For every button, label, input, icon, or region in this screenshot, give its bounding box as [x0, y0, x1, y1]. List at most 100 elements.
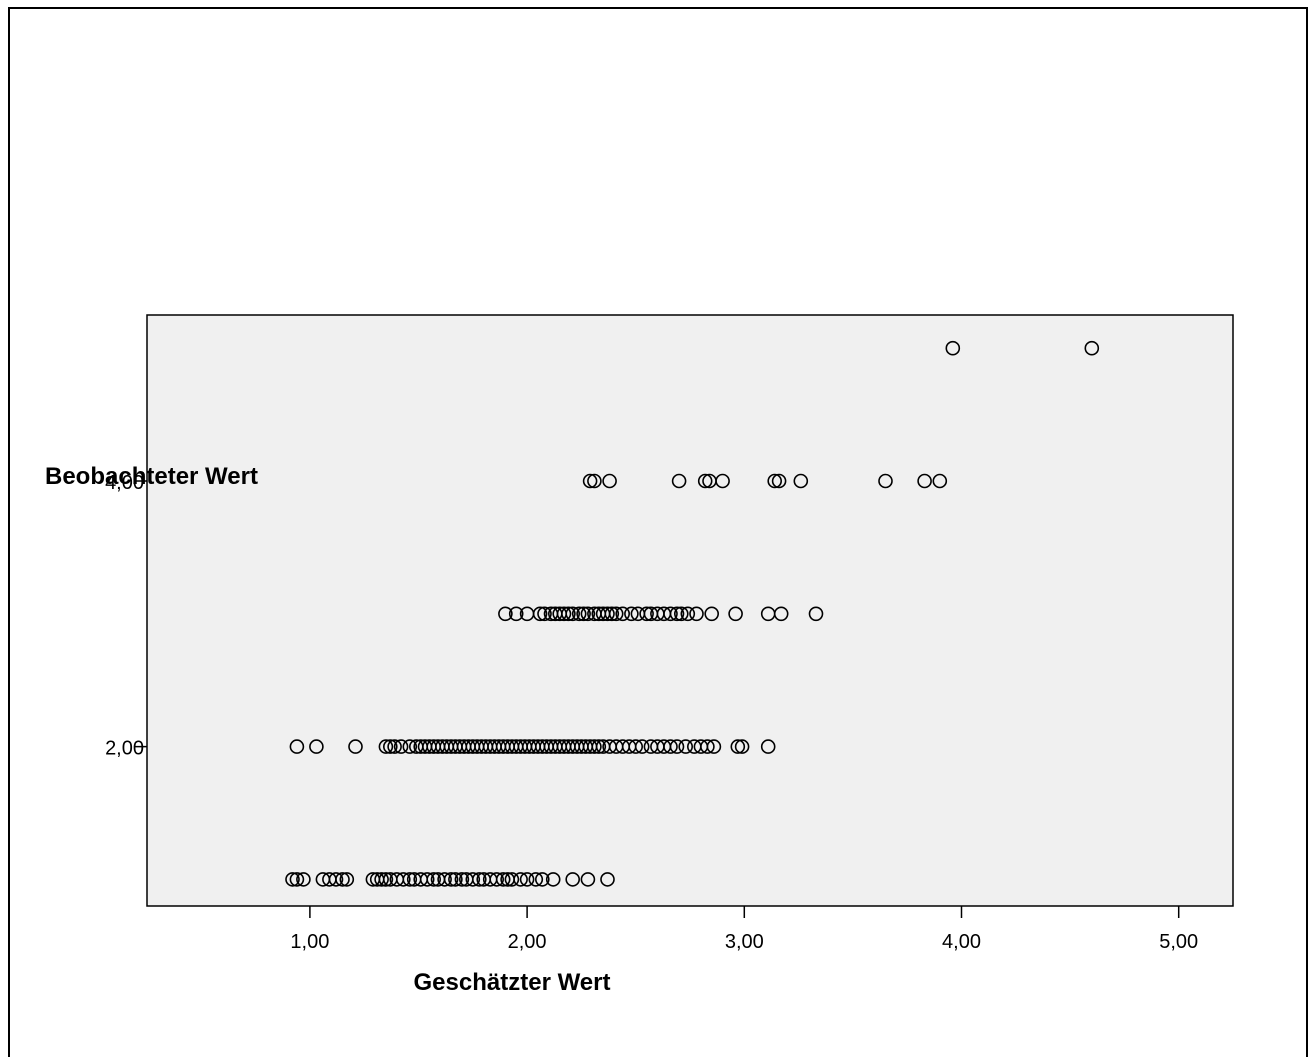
data-point-1-6 [715, 473, 730, 489]
data-point-2-3 [532, 606, 548, 622]
data-point-3-57 [634, 739, 650, 754]
data-point-2-32 [704, 606, 720, 622]
data-point-1-9 [793, 473, 809, 489]
data-point-3-3 [378, 739, 394, 754]
y-tick-label-0: 2,00 [105, 738, 144, 760]
data-point-4-27 [471, 872, 487, 887]
x-tick-label-2: 3,00 [725, 931, 764, 953]
data-point-4-18 [419, 872, 435, 887]
data-point-2-27 [663, 606, 678, 622]
data-point-3-2 [348, 739, 363, 754]
data-point-4-21 [437, 872, 452, 887]
data-point-1-1 [587, 473, 602, 489]
data-point-4-35 [519, 872, 535, 887]
data-point-1-8 [771, 473, 787, 489]
data-point-4-7 [339, 872, 355, 887]
data-point-3-50 [591, 739, 607, 754]
data-point-4-40 [580, 872, 596, 887]
data-point-3-7 [402, 739, 418, 754]
data-point-3-6 [393, 739, 409, 754]
data-point-4-37 [534, 872, 550, 887]
data-point-4-39 [565, 872, 581, 887]
y-axis-label: Beobachteter Wert [45, 463, 258, 490]
data-point-3-63 [678, 739, 694, 754]
data-point-1-0 [582, 473, 598, 489]
data-point-4-5 [328, 872, 344, 887]
data-point-4-10 [374, 872, 389, 887]
data-point-4-23 [448, 872, 463, 887]
data-point-2-17 [600, 606, 615, 622]
data-point-3-1 [309, 739, 324, 754]
data-point-4-31 [495, 872, 511, 887]
data-point-2-30 [680, 606, 696, 622]
data-point-2-23 [639, 606, 654, 622]
data-point-2-9 [561, 606, 576, 622]
data-point-3-56 [628, 739, 644, 754]
data-point-4-36 [528, 872, 544, 887]
y-axis: 2,00 4,00 [105, 472, 147, 760]
data-point-4-22 [443, 872, 459, 887]
data-point-2-1 [508, 606, 524, 622]
data-point-2-13 [580, 606, 596, 622]
data-point-3-70 [760, 739, 776, 754]
data-point-4-14 [395, 872, 411, 887]
data-point-3-62 [669, 739, 685, 754]
data-point-2-31 [689, 606, 704, 622]
data-point-4-19 [426, 872, 442, 887]
x-axis-label: Geschätzter Wert [414, 969, 611, 996]
data-point-1-4 [697, 473, 713, 489]
data-point-4-1 [289, 872, 305, 887]
data-point-3-67 [706, 739, 722, 754]
data-point-2-0 [498, 606, 513, 622]
data-point-2-29 [673, 606, 689, 622]
data-point-2-20 [615, 606, 631, 622]
data-point-3-69 [734, 739, 750, 754]
data-point-1-3 [671, 473, 687, 489]
x-tick-label-4: 5,00 [1159, 931, 1198, 953]
data-point-3-49 [587, 739, 602, 754]
data-point-4-6 [335, 872, 350, 887]
data-point-4-11 [378, 872, 394, 887]
data-point-1-11 [917, 473, 932, 489]
data-point-3-0 [289, 739, 305, 754]
data-point-4-24 [454, 872, 470, 887]
data-point-2-35 [773, 606, 789, 622]
data-points [285, 340, 1100, 887]
data-point-0-0 [945, 340, 961, 356]
data-point-4-26 [465, 872, 481, 887]
x-axis: 1,00 2,00 3,00 4,00 5,00 [290, 906, 1198, 953]
data-point-4-41 [600, 872, 615, 887]
data-point-4-15 [402, 872, 418, 887]
data-point-3-68 [730, 739, 746, 754]
data-point-4-33 [504, 872, 520, 887]
data-point-2-8 [556, 606, 572, 622]
x-tick-label-1: 2,00 [508, 931, 547, 953]
y-tick-label-1: 4,00 [105, 472, 144, 494]
data-point-2-28 [669, 606, 685, 622]
data-point-4-30 [489, 872, 505, 887]
data-point-2-33 [728, 606, 743, 622]
data-point-1-10 [878, 473, 893, 489]
data-point-2-11 [571, 606, 587, 622]
data-point-2-4 [537, 606, 552, 622]
data-point-1-7 [767, 473, 783, 489]
data-point-3-5 [387, 739, 402, 754]
data-point-3-4 [382, 739, 398, 754]
data-point-3-66 [700, 739, 715, 754]
data-point-2-36 [808, 606, 824, 622]
data-point-2-10 [565, 606, 581, 622]
data-point-4-38 [545, 872, 561, 887]
data-point-4-2 [296, 872, 311, 887]
data-point-4-0 [285, 872, 300, 887]
x-tick-label-0: 1,00 [290, 931, 329, 953]
data-point-4-34 [513, 872, 528, 887]
data-point-2-21 [624, 606, 639, 622]
x-tick-label-3: 4,00 [942, 931, 981, 953]
data-point-2-12 [576, 606, 591, 622]
data-point-2-18 [604, 606, 620, 622]
data-point-1-2 [602, 473, 617, 489]
data-point-3-61 [663, 739, 678, 754]
data-point-1-12 [932, 473, 948, 489]
data-point-0-1 [1084, 340, 1100, 356]
